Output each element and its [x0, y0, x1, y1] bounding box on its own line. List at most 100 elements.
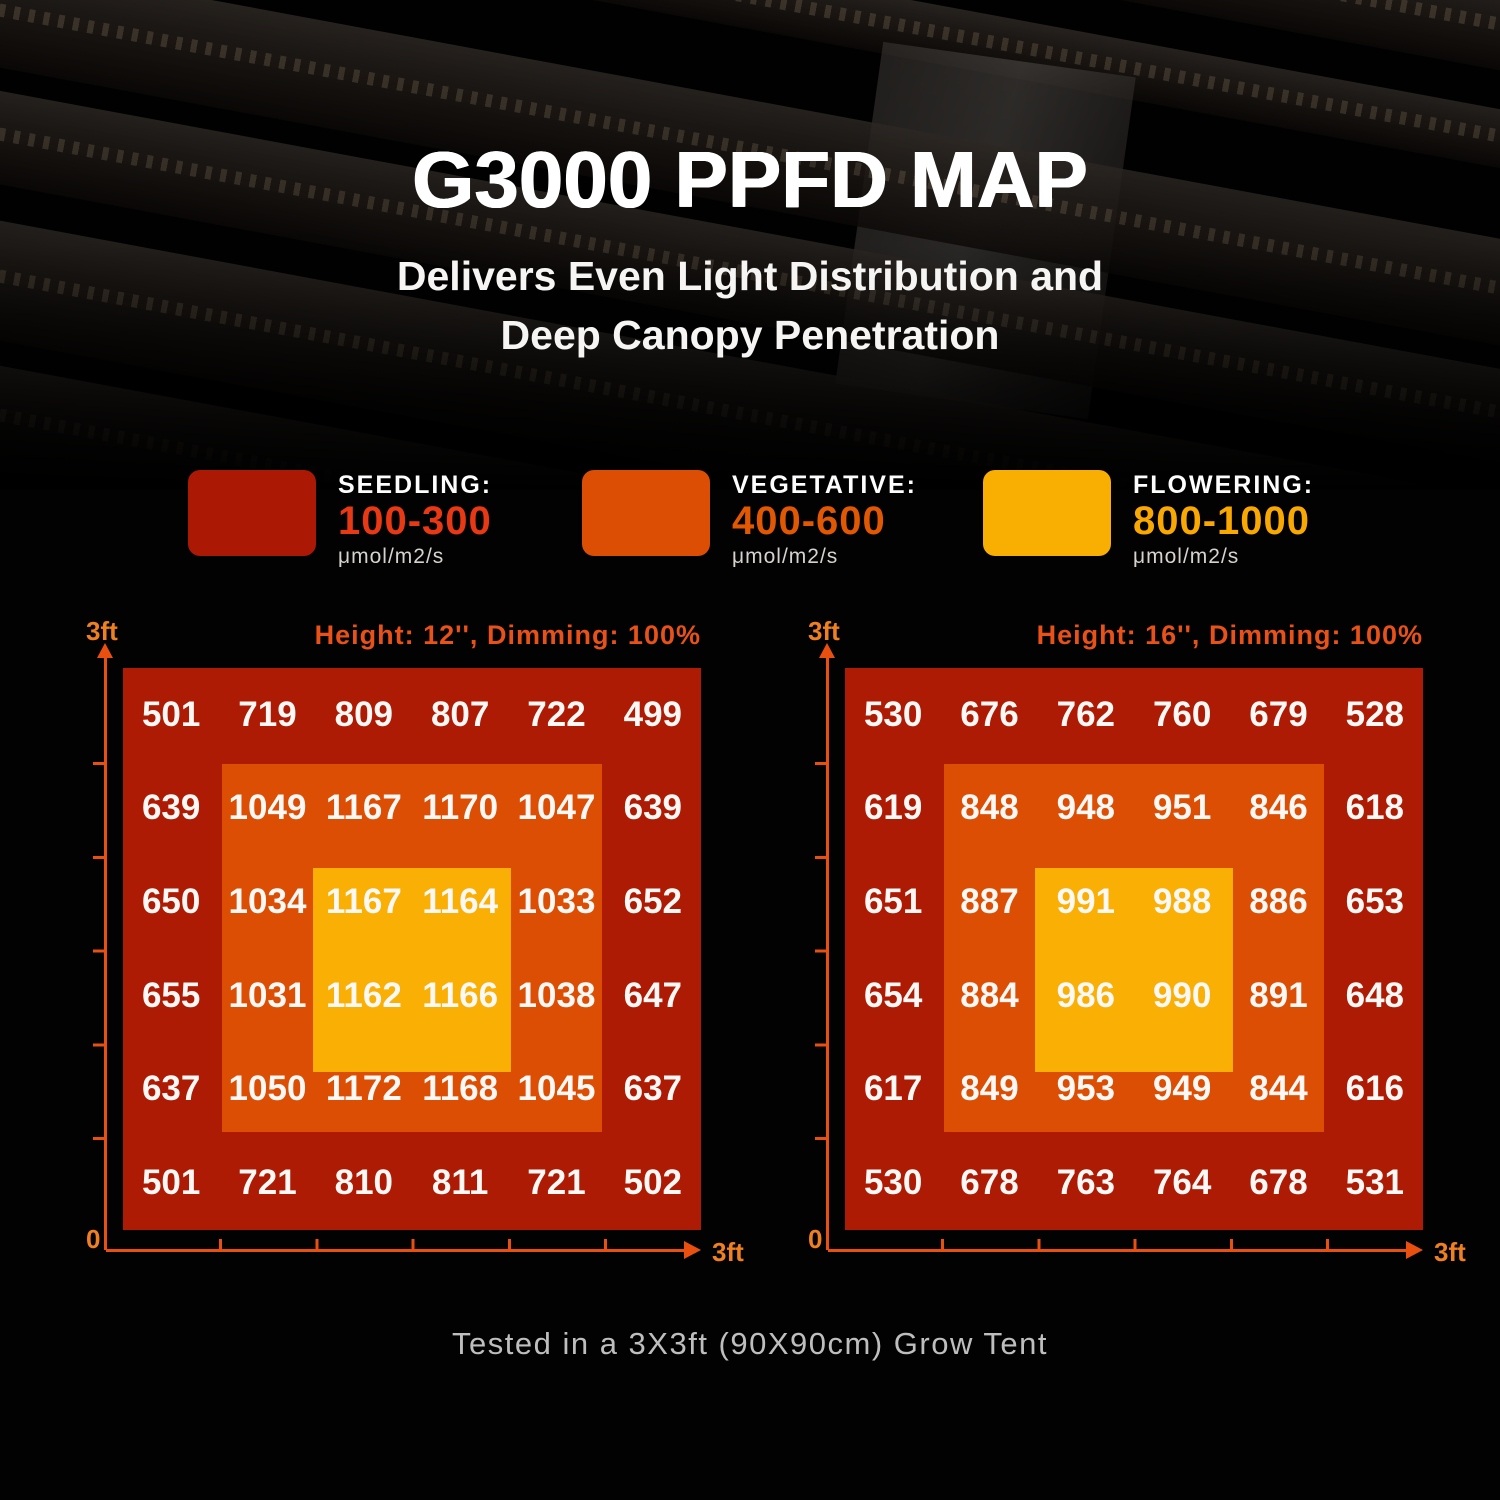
vegetative-unit: μmol/m2/s — [732, 545, 839, 568]
ppfd-value-cell: 618 — [1345, 788, 1405, 828]
flowering-unit: μmol/m2/s — [1133, 545, 1240, 568]
seedling-label: SEEDLING: — [338, 471, 493, 499]
axis-origin-label: 0 — [808, 1224, 823, 1254]
x-axis-ticks — [219, 1239, 609, 1251]
ppfd-value-grid: 501 719 809 807 722 499 639 1049 1167 1170 1047 639… — [123, 668, 701, 1230]
ppfd-value-cell: 1049 — [228, 788, 307, 828]
ppfd-value-cell: 721 — [238, 1163, 297, 1203]
ppfd-value-cell: 652 — [623, 882, 683, 922]
vegetative-legend-text: VEGETATIVE: 400-600 μmol/m2/s — [732, 470, 917, 569]
ppfd-chart-height-16in: 3ft Height: 16'', Dimming: 100% 530 676 76… — [722, 612, 1500, 1304]
y-axis-max-label: 3ft — [86, 616, 118, 646]
ppfd-value-cell: 1164 — [422, 882, 499, 922]
ppfd-value-cell: 949 — [1152, 1069, 1212, 1109]
ppfd-value-cell: 676 — [960, 694, 1019, 734]
ppfd-value-cell: 760 — [1152, 694, 1212, 734]
ppfd-value-cell: 849 — [960, 1069, 1019, 1109]
flowering-range: 800-1000 — [1133, 499, 1311, 543]
heatmap-inner-zone — [1035, 868, 1234, 1072]
ppfd-value-cell: 763 — [1056, 1163, 1116, 1203]
seedling-legend-text: SEEDLING: 100-300 μmol/m2/s — [338, 470, 492, 569]
ppfd-value-cell: 619 — [863, 788, 923, 828]
ppfd-value-cell: 617 — [863, 1069, 923, 1109]
ppfd-value-cell: 499 — [623, 694, 683, 734]
ppfd-value-cell: 844 — [1249, 1069, 1308, 1109]
legend-item-flowering: FLOWERING: 800-1000 μmol/m2/s — [983, 470, 1314, 569]
ppfd-value-cell: 722 — [527, 694, 586, 734]
subtitle-line-2: Deep Canopy Penetration — [500, 312, 1000, 358]
vegetative-range: 400-600 — [732, 499, 886, 543]
flowering-legend-text: FLOWERING: 800-1000 μmol/m2/s — [1133, 470, 1314, 569]
ppfd-value-cell: 501 — [141, 1163, 201, 1203]
ppfd-value-cell: 651 — [863, 882, 923, 922]
ppfd-value-cell: 1167 — [325, 882, 402, 922]
ppfd-value-cell: 991 — [1056, 882, 1116, 922]
ppfd-value-cell: 886 — [1249, 882, 1308, 922]
seedling-unit: μmol/m2/s — [338, 545, 445, 568]
ppfd-chart-height-12in: 3ft Height: 12'', Dimming: 100% 501 719 80… — [0, 612, 778, 1304]
heatmap-grid: 501 719 809 807 722 499 639 1049 1167 1170 1047 639… — [123, 668, 701, 1230]
ppfd-value-cell: 530 — [863, 694, 923, 734]
page-subtitle: Delivers Even Light Distribution and Dee… — [0, 247, 1500, 365]
ppfd-value-cell: 655 — [141, 975, 201, 1015]
test-condition-caption: Tested in a 3X3ft (90X90cm) Grow Tent — [452, 1326, 1048, 1361]
heatmap-inner-zone — [313, 868, 512, 1072]
ppfd-value-cell: 986 — [1056, 975, 1116, 1015]
ppfd-value-cell: 846 — [1249, 788, 1308, 828]
ppfd-value-cell: 639 — [141, 788, 201, 828]
x-axis-arrow-icon — [1406, 1241, 1423, 1259]
ppfd-value-cell: 990 — [1152, 975, 1212, 1015]
ppfd-value-cell: 678 — [960, 1163, 1019, 1203]
vegetative-color-swatch — [582, 470, 710, 556]
ppfd-value-cell: 1162 — [325, 975, 402, 1015]
subtitle-line-1: Delivers Even Light Distribution and — [396, 253, 1104, 299]
ppfd-value-cell: 1170 — [422, 788, 499, 828]
x-axis-arrow-icon — [684, 1241, 701, 1259]
y-axis-max-label: 3ft — [808, 616, 840, 646]
ppfd-value-cell: 1050 — [228, 1069, 307, 1109]
axis-origin-label: 0 — [86, 1224, 101, 1254]
heatmap-grid: 530 676 762 760 679 528 619 848 948 951 846 618 651 8… — [845, 668, 1423, 1230]
ppfd-value-cell: 639 — [623, 788, 683, 828]
ppfd-value-cell: 764 — [1152, 1163, 1212, 1203]
x-axis-max-label: 3ft — [712, 1237, 744, 1267]
ppfd-value-cell: 1045 — [517, 1069, 596, 1109]
ppfd-value-cell: 810 — [334, 1163, 394, 1203]
ppfd-value-cell: 653 — [1345, 882, 1405, 922]
ppfd-value-cell: 530 — [863, 1163, 923, 1203]
ppfd-value-cell: 1166 — [422, 975, 499, 1015]
ppfd-value-cell: 1031 — [228, 975, 307, 1015]
y-axis-ticks — [93, 762, 106, 1142]
y-axis-arrow-icon — [819, 643, 835, 658]
ppfd-value-cell: 1047 — [517, 788, 596, 828]
ppfd-value-cell: 887 — [960, 882, 1019, 922]
ppfd-value-cell: 654 — [863, 975, 923, 1015]
ppfd-value-cell: 721 — [527, 1163, 586, 1203]
page-title: G3000 PPFD MAP — [412, 135, 1088, 224]
ppfd-value-cell: 679 — [1249, 694, 1308, 734]
ppfd-value-cell: 648 — [1345, 975, 1405, 1015]
ppfd-value-cell: 637 — [141, 1069, 201, 1109]
legend-item-seedling: SEEDLING: 100-300 μmol/m2/s — [188, 470, 492, 569]
y-axis-ticks — [815, 762, 828, 1142]
x-axis-max-label: 3ft — [1434, 1237, 1466, 1267]
vegetative-label: VEGETATIVE: — [732, 471, 917, 499]
y-axis-arrow-icon — [97, 643, 113, 658]
ppfd-value-cell: 528 — [1345, 694, 1405, 734]
seedling-color-swatch — [188, 470, 316, 556]
ppfd-value-grid: 530 676 762 760 679 528 619 848 948 951 846 618 651 8… — [845, 668, 1423, 1230]
ppfd-value-cell: 948 — [1056, 788, 1116, 828]
ppfd-value-cell: 650 — [141, 882, 201, 922]
ppfd-value-cell: 719 — [238, 694, 297, 734]
ppfd-value-cell: 1038 — [517, 975, 596, 1015]
ppfd-value-cell: 501 — [141, 694, 201, 734]
ppfd-value-cell: 953 — [1056, 1069, 1116, 1109]
ppfd-value-cell: 531 — [1345, 1163, 1405, 1203]
ppfd-value-cell: 1168 — [422, 1069, 499, 1109]
ppfd-value-cell: 848 — [960, 788, 1019, 828]
ppfd-value-cell: 502 — [623, 1163, 683, 1203]
ppfd-value-cell: 884 — [960, 975, 1019, 1015]
ppfd-value-cell: 807 — [430, 694, 490, 734]
hero-dark-overlay — [0, 0, 1500, 490]
